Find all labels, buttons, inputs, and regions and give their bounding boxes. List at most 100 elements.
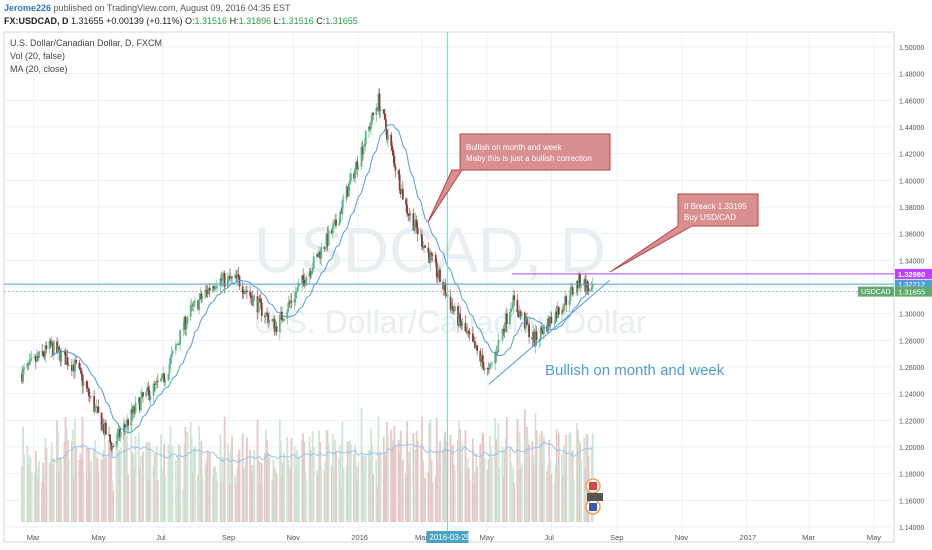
x-axis: Mar May Jul Sep Nov 2016 Mar May Jul Sep Nov 2017 Ma… — [27, 533, 882, 542]
candle-body — [63, 351, 66, 353]
volume-bar — [271, 480, 274, 522]
candle-body — [97, 406, 100, 413]
candle-body — [444, 283, 447, 296]
volume-bar — [398, 452, 401, 522]
volume-bar — [267, 452, 270, 522]
volume-bar — [316, 470, 318, 522]
y-tick-label: 1.16000 — [899, 498, 924, 505]
candle-body — [316, 254, 318, 257]
volume-bar — [214, 466, 216, 522]
volume-bar — [438, 450, 440, 522]
trend-line[interactable] — [488, 279, 611, 385]
candle-body — [449, 296, 452, 310]
candle-body — [517, 312, 520, 318]
legend-title: U.S. Dollar/Canadian Dollar, D, FXCM — [10, 38, 162, 48]
volume-bar — [163, 444, 166, 522]
volume-bar — [405, 473, 407, 522]
candle-body — [213, 285, 215, 289]
candle-body — [434, 254, 437, 263]
x-tick-label: 2016 — [351, 533, 368, 542]
volume-bar — [519, 466, 522, 522]
volume-bar — [293, 446, 296, 522]
volume-bar — [78, 460, 81, 522]
candle-body — [273, 318, 276, 332]
candle-body — [35, 356, 38, 362]
volume-bar — [474, 472, 476, 522]
candle-body — [237, 274, 240, 277]
volume-bar — [394, 446, 397, 522]
candle-body — [442, 282, 445, 290]
volume-bar — [194, 445, 196, 522]
candle-body — [243, 291, 246, 294]
volume-bar — [383, 453, 386, 522]
candle-body — [95, 406, 98, 408]
volume-ma-line — [50, 440, 594, 464]
candle-body — [30, 358, 33, 360]
candle-body — [226, 276, 229, 287]
watermark-symbol: USDCAD, D — [254, 214, 606, 286]
candle-body — [327, 230, 330, 246]
volume-bar — [237, 454, 240, 522]
candle-body — [587, 287, 590, 292]
volume-bar — [349, 444, 352, 522]
candle-body — [43, 355, 46, 357]
volume-bar — [197, 474, 200, 522]
candle-body — [223, 272, 226, 287]
volume-bar — [164, 476, 167, 522]
level2-tag-bg — [895, 279, 932, 289]
event-icons[interactable] — [585, 478, 603, 515]
author-link[interactable]: Jerome226 — [4, 3, 52, 13]
candle-body — [342, 199, 345, 202]
candle-body — [550, 316, 553, 324]
volume-bar — [264, 452, 266, 522]
volume-bar — [275, 473, 278, 522]
candle-body — [505, 313, 508, 325]
volume-bar — [570, 481, 573, 522]
candle-body — [23, 367, 26, 370]
volume-bar — [142, 451, 144, 522]
volume-bar — [168, 446, 171, 522]
candle-body — [199, 293, 202, 300]
candle-body — [119, 432, 122, 438]
volume-bar — [230, 449, 232, 522]
candle-body — [583, 279, 586, 286]
volume-bar — [531, 441, 534, 522]
candle-body — [216, 286, 219, 288]
legend-ma[interactable]: MA (20, close) — [10, 64, 68, 74]
y-tick-label: 1.46000 — [899, 98, 924, 105]
volume-bar — [476, 466, 479, 522]
candle-body — [502, 328, 505, 331]
candle-body — [346, 186, 349, 197]
event-marker-icon[interactable] — [587, 493, 603, 501]
callout-1-box[interactable] — [427, 133, 611, 223]
candle-body — [496, 352, 499, 355]
candle-body — [412, 213, 415, 231]
legend-vol[interactable]: Vol (20, false) — [10, 51, 65, 61]
candle-body — [184, 316, 187, 330]
volume-bar — [110, 441, 113, 522]
candle-body — [194, 300, 196, 302]
volume-bar — [564, 469, 567, 522]
callout-2[interactable]: If Breack 1.33195 Buy USD/CAD — [609, 193, 759, 273]
crosshair-date-text: 2016-03-25 — [429, 533, 470, 542]
volume-bar — [156, 480, 159, 522]
volume-bar — [117, 451, 120, 522]
candle-body — [66, 357, 69, 366]
candle-body — [118, 429, 121, 438]
volume-bar — [49, 461, 52, 522]
volume-bar — [334, 439, 336, 522]
callout-1-line1: Bullish on month and week — [466, 143, 563, 152]
publish-info: published on TradingView.com, August 09,… — [53, 3, 291, 13]
x-tick-label: Nov — [287, 533, 301, 542]
callout-1[interactable]: Bullish on month and week Maby this is j… — [427, 133, 611, 223]
candle-body — [390, 134, 393, 146]
volume-bar — [483, 458, 486, 522]
candle-body — [192, 301, 195, 306]
volume-bar — [557, 432, 560, 522]
candle-body — [153, 383, 156, 385]
volume-bar — [112, 490, 115, 522]
candle-body — [145, 391, 148, 397]
callout-2-box[interactable] — [609, 193, 759, 273]
candle-body — [222, 272, 225, 279]
